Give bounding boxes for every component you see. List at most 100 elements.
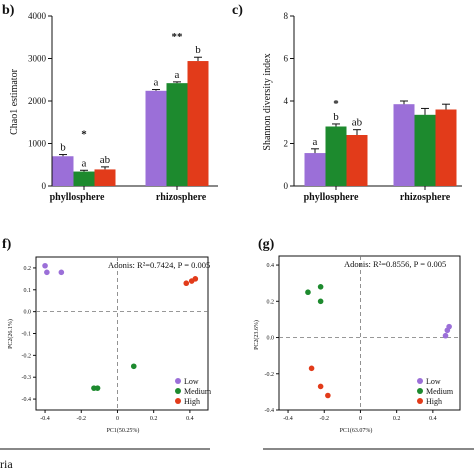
x-category-c-rhizosphere: rhizosphere [400, 192, 451, 203]
point-f-medium-1 [94, 385, 101, 391]
annotation-f: Adonis: R²=0.7424, P = 0.005 [108, 260, 210, 270]
point-f-medium-2 [130, 363, 137, 370]
annotation-g: Adonis: R²=0.8556, P = 0.005 [344, 259, 446, 269]
bar-c-rhizosphere-medium [414, 114, 436, 186]
x-axis-title-g: PC1(63.07%) [340, 427, 373, 434]
bar-c-rhizosphere-high [435, 109, 457, 186]
y-axis-title-b: Chao1 estimator [9, 68, 20, 134]
y-tick-label-b-0: 0 [42, 181, 47, 191]
y-tick-label-f-3: -0.1 [22, 332, 32, 338]
point-g-high-0 [308, 365, 315, 372]
sig-letter-c-phyllosphere-low: a [313, 136, 318, 148]
y-tick-label-f-6: 0.2 [24, 266, 32, 272]
footer-text: ria [0, 457, 13, 471]
legend-label-f-high: High [184, 397, 200, 406]
point-g-low-2 [446, 323, 452, 330]
legend-marker-f-low [175, 378, 181, 384]
point-f-low-2 [58, 269, 65, 276]
x-tick-label-g-0: -0.4 [283, 416, 293, 422]
bar-c-phyllosphere-medium [325, 126, 347, 186]
chart-panel-c: c) Shannon diversity index phyllosphere … [232, 3, 462, 203]
point-g-medium-2 [317, 298, 324, 305]
y-tick-label-g-4: 0.4 [267, 263, 275, 269]
y-tick-label-c-2: 4 [284, 96, 289, 106]
x-tick-label-f-2: 0 [116, 416, 119, 422]
chart-panel-b: b) Chao1 estimator phyllosphere rhizosph… [2, 3, 218, 203]
legend-marker-g-low [417, 378, 423, 384]
legend-label-f-low: Low [184, 377, 199, 386]
y-tick-label-g-0: -0.4 [265, 408, 275, 414]
bar-c-rhizosphere-low [393, 104, 415, 186]
x-tick-label-f-1: -0.2 [77, 416, 87, 422]
sig-letter-b-phyllosphere-medium: a [82, 157, 87, 169]
panel-label-f: f) [2, 237, 12, 252]
x-category-b-phyllosphere: phyllosphere [50, 192, 105, 203]
bar-b-phyllosphere-low [52, 156, 74, 186]
point-g-medium-0 [305, 289, 311, 296]
figure-footer: ria [0, 448, 474, 471]
y-tick-label-g-1: -0.2 [265, 372, 275, 378]
sig-letter-b-phyllosphere-high: ab [100, 154, 111, 166]
legend-label-g-high: High [426, 397, 442, 406]
y-axis-title-g: PC2(23.6%) [253, 320, 260, 350]
y-tick-label-f-0: -0.4 [22, 397, 32, 403]
legend-label-g-medium: Medium [426, 387, 454, 396]
x-tick-label-g-3: 0.2 [393, 416, 401, 422]
plot-frame-f [35, 256, 209, 411]
panel-label-g: (g) [258, 237, 275, 252]
x-axis-title-f: PC1(50.25%) [107, 427, 140, 434]
point-f-high-0 [183, 280, 190, 287]
x-tick-label-g-4: 0.4 [429, 416, 437, 422]
legend-marker-f-high [175, 398, 181, 404]
bar-c-phyllosphere-high [346, 135, 368, 186]
sig-letter-b-rhizosphere-medium: a [175, 69, 180, 81]
bar-b-phyllosphere-medium [73, 171, 95, 186]
y-tick-label-b-1: 1000 [28, 139, 47, 149]
sig-star-c-phyllosphere: * [333, 98, 339, 110]
y-tick-label-b-4: 4000 [28, 11, 47, 21]
sig-star-b-rhizosphere: ** [172, 31, 184, 43]
bar-c-phyllosphere-low [304, 153, 326, 186]
panel-label-b: b) [2, 3, 15, 18]
sig-letter-c-phyllosphere-medium: b [333, 111, 339, 123]
plot-frame-g [278, 255, 461, 411]
y-tick-label-c-0: 0 [284, 181, 289, 191]
y-axis-title-c: Shannon diversity index [262, 53, 273, 150]
x-category-b-rhizosphere: rhizosphere [156, 192, 207, 203]
y-tick-label-b-2: 2000 [28, 96, 47, 106]
bar-b-rhizosphere-medium [166, 83, 188, 186]
point-f-high-2 [192, 276, 199, 282]
legend-label-f-medium: Medium [184, 387, 212, 396]
legend-marker-g-medium [417, 388, 423, 394]
point-g-high-2 [325, 392, 331, 399]
point-f-low-1 [44, 269, 50, 276]
x-tick-label-f-4: 0.4 [186, 416, 194, 422]
y-tick-label-c-1: 2 [284, 139, 289, 149]
y-tick-label-b-3: 3000 [28, 54, 47, 64]
point-f-low-0 [42, 262, 48, 269]
bar-b-phyllosphere-high [94, 169, 116, 186]
point-g-low-0 [442, 332, 449, 339]
sig-letter-b-phyllosphere-low: b [60, 142, 66, 154]
sig-letter-b-rhizosphere-high: b [195, 44, 201, 56]
y-tick-label-f-4: 0.0 [24, 310, 32, 316]
sig-letter-c-phyllosphere-high: ab [352, 117, 363, 129]
x-tick-label-g-2: 0 [359, 416, 362, 422]
panel-label-c: c) [232, 3, 243, 18]
bar-b-rhizosphere-high [187, 61, 209, 186]
y-axis-title-f: PC2(26.1%) [7, 319, 14, 349]
legend-marker-g-high [417, 398, 423, 404]
x-category-c-phyllosphere: phyllosphere [304, 192, 359, 203]
x-tick-label-g-1: -0.2 [320, 416, 330, 422]
y-tick-label-f-1: -0.3 [22, 375, 32, 381]
sig-star-b-phyllosphere: * [81, 129, 87, 141]
y-tick-label-f-5: 0.1 [24, 288, 32, 294]
sig-letter-b-rhizosphere-low: a [154, 77, 159, 89]
y-tick-label-f-2: -0.2 [22, 353, 32, 359]
point-g-high-1 [317, 383, 324, 390]
y-tick-label-g-3: 0.2 [267, 299, 275, 305]
x-tick-label-f-3: 0.2 [150, 416, 158, 422]
y-tick-label-g-2: 0.0 [267, 336, 275, 342]
point-g-medium-1 [317, 284, 324, 290]
legend-label-g-low: Low [426, 377, 441, 386]
